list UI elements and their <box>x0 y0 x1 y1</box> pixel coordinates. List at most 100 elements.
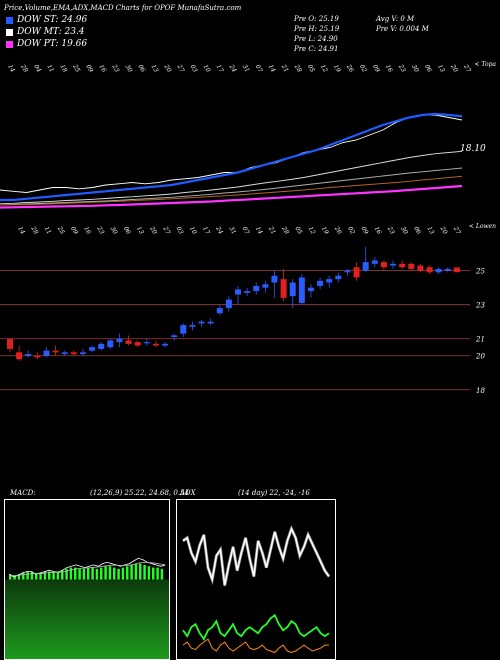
macd-title: MACD: <box>10 489 36 497</box>
price-date-label: 10 <box>188 226 198 236</box>
macd-histogram-bar <box>9 574 12 580</box>
candle-body <box>189 325 196 327</box>
candle-body <box>435 268 442 273</box>
ema-value-label: 18.10 <box>460 144 486 154</box>
candle-body <box>107 340 114 348</box>
legend-pt-label: DOW PT: 19.66 <box>17 39 88 49</box>
price-tick-label: 20 <box>475 353 485 361</box>
ema-date-label: 13 <box>150 64 160 74</box>
stats-prev: Pre O: 25.19 Pre H: 25.19 Pre L: 24.90 P… <box>294 14 339 54</box>
ema-date-label: 12 <box>319 64 329 74</box>
stat-prev-volume: Pre V: 0.004 M <box>376 25 429 33</box>
macd-histogram-bar <box>22 572 25 580</box>
stats-volume: Avg V: 0 M Pre V: 0.004 M <box>376 14 429 34</box>
candle-body <box>16 352 23 360</box>
price-date-label: 25 <box>55 225 65 236</box>
price-date-label: 17 <box>201 226 211 236</box>
macd-histogram-bar <box>78 568 81 580</box>
stat-high: Pre H: 25.19 <box>294 25 340 33</box>
ema-date-label: 31 <box>241 64 251 74</box>
candle-body <box>444 268 451 271</box>
macd-histogram-bar <box>139 563 142 580</box>
candle-body <box>225 299 232 309</box>
price-date-label: 05 <box>293 226 303 236</box>
ema-date-label: 18 <box>58 64 68 74</box>
macd-histogram-bar <box>134 563 138 580</box>
price-date-label: 06 <box>412 226 422 236</box>
macd-histogram-bar <box>61 570 64 580</box>
candle-body <box>25 354 32 356</box>
macd-histogram-bar <box>160 568 164 580</box>
macd-histogram-bar <box>69 567 73 580</box>
ema-series-line <box>0 150 463 205</box>
candle-body <box>426 267 433 273</box>
ema-date-label: 16 <box>384 64 394 74</box>
macd-histogram-bar <box>100 567 103 580</box>
macd-histogram-bar <box>126 566 129 580</box>
ema-date-label: 30 <box>123 64 133 74</box>
legend-st-swatch <box>6 16 13 24</box>
candle-body <box>98 343 105 349</box>
ema-date-label: 24 <box>227 63 237 74</box>
macd-histogram-bar <box>26 571 29 580</box>
macd-histogram-bar <box>130 564 133 580</box>
price-date-label: 30 <box>109 226 119 236</box>
macd-histogram-bar <box>17 574 21 580</box>
macd-histogram-bar <box>152 567 155 580</box>
ema-date-label: 30 <box>410 64 420 74</box>
macd-histogram-bar <box>143 564 146 580</box>
legend-mt-label: DOW MT: 23.4 <box>17 27 85 37</box>
macd-histogram-bar <box>87 567 90 580</box>
ema-corner-label: < Topa <box>474 61 496 68</box>
candle-body <box>52 350 59 353</box>
ema-date-label: 27 <box>175 63 185 74</box>
ema-date-label: 20 <box>449 63 459 74</box>
ema-series-line <box>0 112 463 202</box>
macd-histogram-bar <box>91 567 94 580</box>
candle-body <box>280 279 287 298</box>
ema-date-label: 27 <box>462 63 472 74</box>
ema-date-label: 21 <box>279 63 289 74</box>
price-date-label: 09 <box>359 226 369 236</box>
ema-date-label: 14 <box>6 64 16 74</box>
macd-histogram-bar <box>43 571 47 580</box>
candle-body <box>198 321 205 324</box>
price-candles <box>7 246 460 361</box>
ema-date-label: 26 <box>344 63 354 74</box>
price-date-label: 09 <box>69 226 79 236</box>
adx-series-line <box>182 638 329 654</box>
price-date-label: 06 <box>122 226 132 236</box>
macd-panel <box>4 499 170 660</box>
price-date-label: 24 <box>214 225 224 236</box>
candle-body <box>371 260 378 264</box>
macd-histogram-bar <box>121 567 125 580</box>
legend-mt-swatch <box>6 28 13 36</box>
legend-pt: DOW PT: 19.66 <box>6 39 87 49</box>
macd-histogram-bar <box>147 566 151 580</box>
stat-close: Pre C: 24.91 <box>294 45 339 53</box>
ema-date-label: 20 <box>162 63 172 74</box>
price-date-label: 26 <box>333 225 343 236</box>
candle-body <box>253 285 260 292</box>
ema-series-line <box>0 184 463 209</box>
ema-date-label: 17 <box>215 64 225 74</box>
macd-histogram-bar <box>52 571 55 580</box>
macd-histogram-bar <box>39 572 42 580</box>
macd-series-line <box>9 562 166 576</box>
candle-body <box>262 284 269 288</box>
price-corner-label: < Lowen <box>469 223 496 230</box>
main-chart-area: 14 28 04 11 18 25 09 16 23 30 06 13 20 27 03 10 17 24 31 07… <box>0 61 496 395</box>
legend-st-label: DOW ST: 24.96 <box>17 15 88 25</box>
price-date-label: 27 <box>451 225 461 236</box>
candle-body <box>326 279 333 283</box>
ema-date-label: 23 <box>110 63 120 74</box>
candle-body <box>344 270 351 273</box>
price-date-label: 16 <box>373 226 383 236</box>
candle-body <box>152 343 159 346</box>
price-date-label: 20 <box>438 225 448 236</box>
ema-date-label: 28 <box>19 63 29 74</box>
ema-series-line <box>0 167 463 206</box>
price-date-label: 19 <box>320 226 330 236</box>
price-date-label: 23 <box>95 225 105 236</box>
macd-chart <box>5 557 169 659</box>
